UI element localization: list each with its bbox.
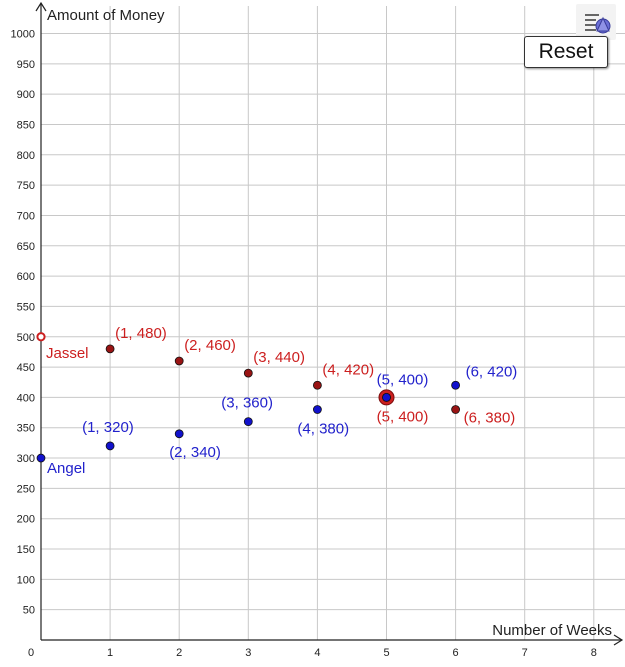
jassel-data-point[interactable] — [312, 380, 322, 390]
y-tick-label: 750 — [17, 180, 35, 192]
data-points[interactable]: Jassel(1, 480)(2, 460)(3, 440)(4, 420)(5… — [36, 325, 518, 477]
jassel-point-label: (3, 440) — [253, 349, 305, 366]
y-tick-label: 150 — [17, 544, 35, 556]
angel-start-point[interactable] — [36, 453, 46, 463]
jassel-point-label: (5, 400) — [377, 408, 429, 425]
angel-data-point[interactable] — [451, 380, 461, 390]
jassel-point-label: (2, 460) — [184, 337, 236, 354]
jassel-data-point[interactable] — [451, 405, 461, 414]
x-tick-label: 1 — [107, 647, 113, 659]
jassel-point-label: (4, 420) — [322, 361, 374, 378]
reset-button[interactable]: Reset — [524, 36, 608, 68]
y-tick-label: 400 — [17, 392, 35, 404]
y-tick-label: 650 — [17, 241, 35, 253]
jassel-data-point[interactable] — [243, 368, 253, 378]
angel-start-label: Angel — [47, 460, 85, 477]
y-tick-label: 600 — [17, 271, 35, 283]
angel-data-point[interactable] — [382, 392, 391, 402]
y-tick-label: 900 — [17, 89, 35, 101]
y-tick-label: 850 — [17, 119, 35, 131]
angel-data-point[interactable] — [174, 429, 184, 439]
y-axis-arrow-icon — [35, 1, 47, 12]
x-tick-label: 8 — [591, 647, 597, 659]
grid — [41, 6, 625, 640]
x-axis-label: Number of Weeks — [492, 622, 612, 639]
y-tick-label: 700 — [17, 210, 35, 222]
x-axis-arrow-icon — [613, 634, 624, 646]
x-tick-label: 0 — [28, 647, 34, 659]
y-tick-label: 300 — [17, 453, 35, 465]
angel-point-label: (1, 320) — [82, 419, 134, 436]
angel-data-point[interactable] — [105, 441, 115, 451]
y-tick-label: 800 — [17, 150, 35, 162]
angel-point-label: (2, 340) — [169, 444, 221, 461]
x-tick-label: 6 — [453, 647, 459, 659]
y-axis-label: Amount of Money — [47, 7, 165, 24]
jassel-point-label: (6, 380) — [464, 410, 516, 427]
x-tick-label: 5 — [383, 647, 389, 659]
style-bar-toggle[interactable] — [576, 4, 616, 40]
y-tick-label: 200 — [17, 514, 35, 526]
angel-data-point[interactable] — [243, 417, 253, 427]
y-tick-label: 1000 — [11, 29, 35, 41]
jassel-data-point[interactable] — [174, 356, 184, 366]
jassel-start-label: Jassel — [46, 345, 89, 362]
y-tick-label: 500 — [17, 332, 35, 344]
angel-point-label: (6, 420) — [466, 363, 518, 380]
angel-point-label: (5, 400) — [377, 371, 429, 388]
y-tick-label: 550 — [17, 301, 35, 313]
jassel-point-label: (1, 480) — [115, 325, 167, 342]
angel-data-point[interactable] — [312, 405, 322, 414]
y-tick-label: 250 — [17, 483, 35, 495]
x-tick-label: 4 — [314, 647, 320, 659]
graphics-style-bar-icon — [585, 14, 611, 34]
angel-point-label: (4, 380) — [297, 421, 349, 438]
tick-labels: 0 1 2 3 4 5 6 7 85010015020025030035040045050055… — [11, 29, 597, 660]
y-tick-label: 450 — [17, 362, 35, 374]
y-tick-label: 100 — [17, 574, 35, 586]
y-tick-label: 50 — [23, 605, 35, 617]
jassel-start-point[interactable] — [36, 332, 46, 342]
x-tick-label: 7 — [522, 647, 528, 659]
x-tick-label: 2 — [176, 647, 182, 659]
x-tick-label: 3 — [245, 647, 251, 659]
jassel-data-point[interactable] — [105, 344, 115, 354]
axes — [35, 1, 624, 646]
angel-point-label: (3, 360) — [221, 395, 273, 412]
y-tick-label: 950 — [17, 59, 35, 71]
y-tick-label: 350 — [17, 423, 35, 435]
